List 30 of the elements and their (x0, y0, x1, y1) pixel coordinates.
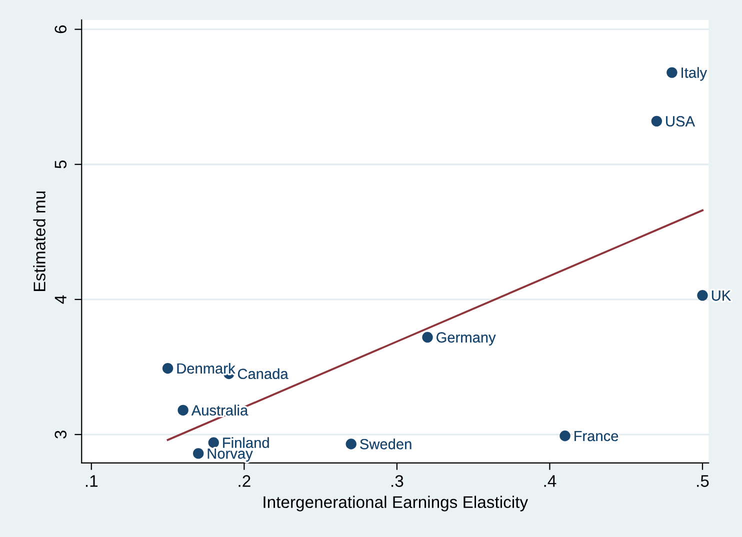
point (192, 448, 204, 459)
y-tick-label: 4 (54, 295, 66, 304)
annotation: UK (712, 290, 731, 301)
point (697, 290, 708, 301)
x-tick-label: .5 (697, 475, 709, 487)
y-axis-title: Estimated mu (33, 192, 46, 291)
point (178, 404, 188, 416)
point (651, 116, 662, 127)
annotation: France (574, 431, 618, 442)
annotation: Sweden (360, 438, 412, 450)
y-tick-label: 5 (54, 160, 67, 168)
x-tick-label: .2 (238, 475, 250, 487)
annotation: Italy (682, 67, 707, 81)
annotation: Finland (223, 437, 269, 448)
y-tick-label: 3 (54, 430, 67, 439)
annotation: Canada (238, 368, 288, 380)
point (666, 67, 678, 78)
annotation: USA (666, 116, 695, 126)
x-tick-label: .4 (544, 475, 556, 487)
point (346, 438, 356, 450)
annotation: Norvay (208, 448, 253, 462)
point (422, 332, 433, 343)
point (208, 437, 219, 448)
point (560, 430, 570, 442)
x-tick-label: .1 (86, 475, 98, 487)
x-tick-label: .3 (392, 475, 404, 487)
annotation: Germany (436, 332, 496, 346)
x-axis-title: Intergenerational Earnings Elasticity (264, 496, 528, 512)
y-tick-label: 6 (54, 25, 67, 34)
point (162, 362, 174, 374)
